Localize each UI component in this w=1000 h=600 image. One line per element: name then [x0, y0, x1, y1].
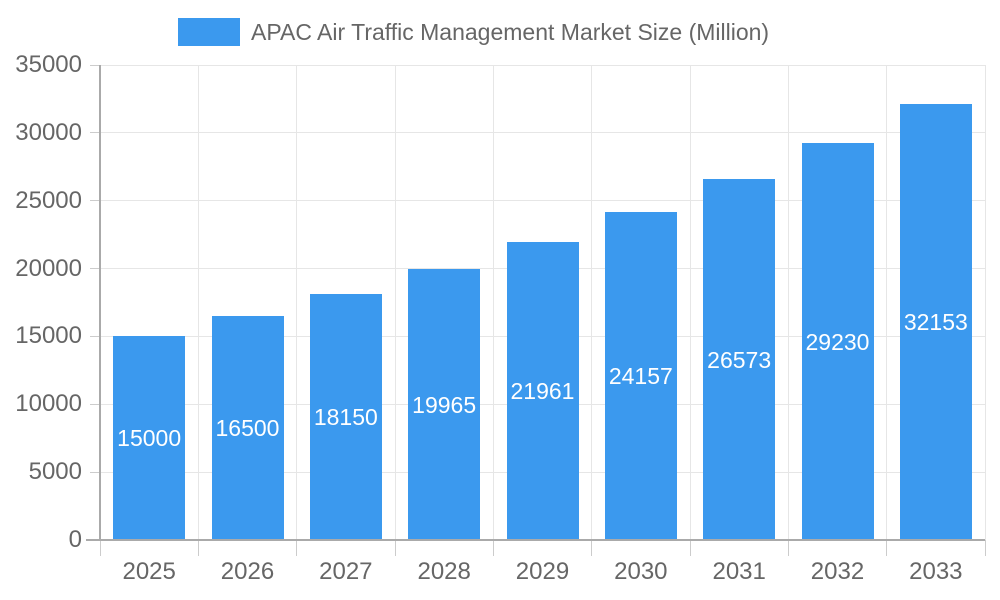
x-tick [296, 540, 298, 556]
y-tick [90, 200, 100, 202]
gridline-horizontal [100, 64, 985, 66]
y-tick [90, 471, 100, 473]
gridline-vertical [492, 65, 494, 540]
y-tick-label: 0 [68, 526, 82, 553]
y-tick [90, 132, 100, 134]
legend[interactable]: APAC Air Traffic Management Market Size … [178, 17, 769, 47]
bar[interactable] [703, 179, 776, 540]
y-tick [90, 64, 100, 66]
x-tick [492, 540, 494, 556]
bar[interactable] [113, 336, 186, 540]
y-tick-label: 15000 [15, 322, 82, 350]
x-tick [197, 540, 199, 556]
x-tick-label: 2031 [712, 558, 766, 585]
bar[interactable] [801, 143, 874, 540]
x-tick-label: 2027 [319, 558, 373, 585]
x-tick-label: 2032 [810, 558, 865, 585]
gridline-vertical [886, 65, 888, 540]
y-tick-label: 30000 [15, 118, 82, 146]
x-tick-label: 2026 [220, 558, 275, 585]
gridline-vertical [197, 65, 199, 540]
y-tick-label: 10000 [15, 390, 82, 418]
x-tick-label: 2025 [122, 558, 176, 585]
bar-value-label: 19965 [412, 391, 477, 418]
gridline-vertical [787, 65, 789, 540]
x-tick [984, 540, 986, 556]
bar-value-label: 24157 [608, 363, 673, 390]
gridline-vertical [591, 65, 593, 540]
gridline-vertical [394, 65, 396, 540]
x-tick [689, 540, 691, 556]
x-tick [787, 540, 789, 556]
bar[interactable] [211, 316, 284, 540]
bar-value-label: 16500 [215, 415, 280, 442]
y-tick [90, 403, 100, 405]
bar-value-label: 26573 [707, 346, 772, 373]
y-tick-label: 5000 [28, 458, 82, 486]
plot-area: 15000 16500 18150 19965 21961 24157 26573 29230… [86, 64, 986, 556]
bar[interactable] [309, 293, 382, 540]
x-tick [394, 540, 396, 556]
x-tick [591, 540, 593, 556]
y-tick-label: 25000 [15, 186, 82, 214]
bar-value-label: 15000 [117, 425, 182, 452]
gridline-horizontal [100, 132, 985, 134]
bar-value-label: 32153 [903, 308, 968, 335]
x-axis: 2025 2026 2027 2028 2029 2030 2031 2032 2033 [100, 558, 985, 590]
x-tick [886, 540, 888, 556]
gridline-vertical [296, 65, 298, 540]
x-tick-label: 2029 [515, 558, 570, 585]
bar[interactable] [408, 269, 481, 540]
chart-title: APAC Air Traffic Management Market Size … [251, 19, 770, 45]
bar-value-label: 18150 [313, 403, 378, 430]
y-tick [90, 268, 100, 270]
x-tick-label: 2028 [417, 558, 471, 585]
gridline-vertical [689, 65, 691, 540]
x-tick-label: 2030 [614, 558, 668, 585]
x-axis-line [86, 538, 985, 541]
gridline-vertical [984, 65, 986, 540]
bar[interactable] [506, 241, 579, 540]
y-tick-label: 20000 [15, 254, 82, 282]
bar-value-label: 29230 [805, 328, 870, 355]
gridline-horizontal [100, 200, 985, 202]
x-tick-label: 2033 [909, 558, 963, 585]
bar[interactable] [899, 103, 972, 540]
y-axis-line [99, 65, 101, 540]
bar[interactable] [604, 212, 677, 540]
y-tick [90, 335, 100, 337]
legend-swatch [178, 18, 240, 46]
bar-value-label: 21961 [510, 377, 575, 404]
y-tick-label: 35000 [15, 51, 82, 78]
x-tick [99, 540, 101, 556]
y-axis: 0 5000 10000 15000 20000 25000 30000 35000 [0, 51, 100, 553]
